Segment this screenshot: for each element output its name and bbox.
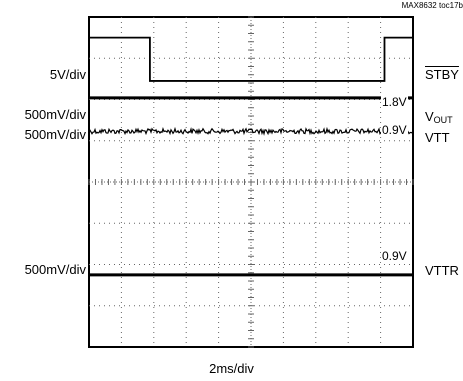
vout-scale-label: 500mV/div: [24, 107, 86, 122]
vtt-level-label: 0.9V: [381, 123, 408, 137]
stby-trace: [89, 36, 413, 82]
vout-level-label: 1.8V: [381, 95, 408, 109]
vttr-level-label: 0.9V: [381, 249, 408, 263]
vout-subscript: OUT: [433, 115, 453, 125]
stby-scale-label: 5V/div: [49, 67, 86, 82]
stby-trace-label: STBY: [425, 67, 459, 82]
vttr-trace-label: VTTR: [425, 263, 459, 278]
x-axis-scale-label: 2ms/div: [209, 361, 254, 376]
vtt-scale-label: 500mV/div: [24, 127, 86, 142]
vout-trace-label: VOUT: [425, 109, 453, 126]
vtt-trace-label: VTT: [425, 130, 450, 145]
vtt-trace: [88, 126, 414, 136]
figure-id: MAX8632 toc17b: [401, 1, 463, 10]
vttr-scale-label: 500mV/div: [24, 262, 86, 277]
